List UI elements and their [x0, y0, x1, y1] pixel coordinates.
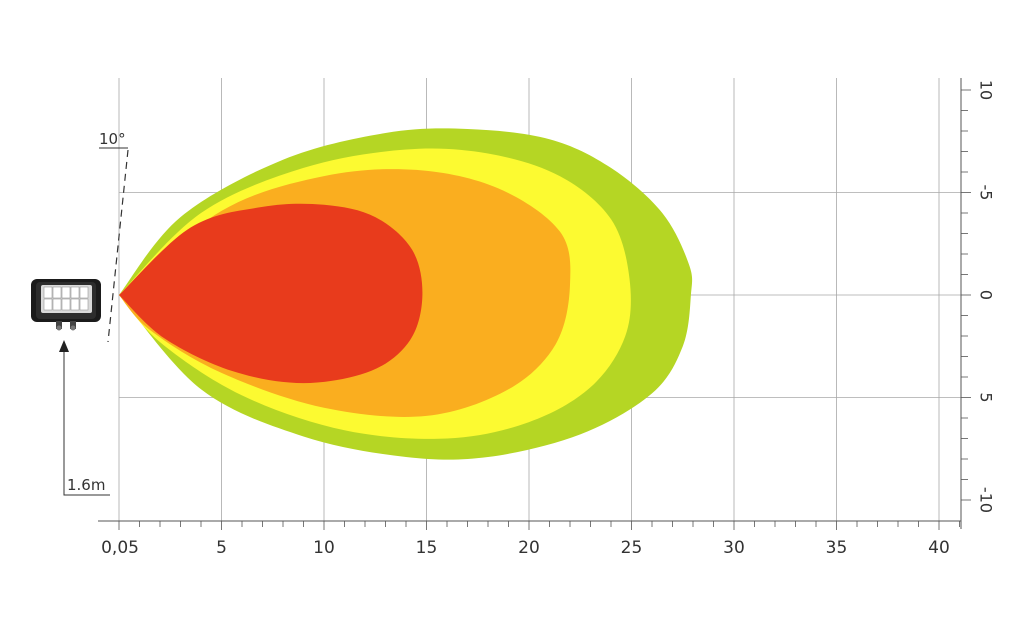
- y-tick-label: 0: [977, 290, 996, 300]
- mounting-height-annotation: 1.6m: [59, 340, 110, 496]
- mounting-height-label: 1.6m: [67, 476, 105, 494]
- axes: [98, 78, 971, 530]
- y-tick-label: -10: [977, 487, 996, 513]
- x-tick-label: 5: [216, 538, 227, 558]
- up-arrow-icon: [59, 340, 69, 352]
- x-tick-label: 40: [928, 538, 950, 558]
- x-tick-label: 25: [621, 538, 643, 558]
- x-tick-label: 15: [416, 538, 438, 558]
- x-tick-label: 0,05: [101, 538, 139, 558]
- work-light-lamp-icon: [31, 279, 101, 331]
- beam-zones: [119, 128, 693, 460]
- tilt-angle-annotation: 10°: [99, 130, 129, 343]
- beam-zone-4: [119, 203, 423, 384]
- y-tick-labels: 10 -5 0 5 -10: [977, 80, 996, 513]
- y-tick-label: 10: [977, 80, 996, 100]
- tilt-angle-label: 10°: [99, 130, 126, 148]
- x-tick-labels: 0,05 5 10 15 20 25 30 35 40: [101, 538, 950, 558]
- y-tick-label: 5: [977, 392, 996, 402]
- y-tick-label: -5: [977, 185, 996, 201]
- x-tick-label: 20: [518, 538, 540, 558]
- x-tick-label: 30: [723, 538, 745, 558]
- x-tick-label: 10: [313, 538, 335, 558]
- x-tick-label: 35: [826, 538, 848, 558]
